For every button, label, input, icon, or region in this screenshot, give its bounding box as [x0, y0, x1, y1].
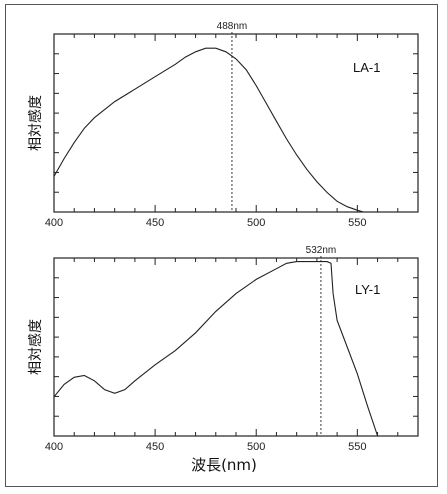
- x-tick-label: 550: [348, 441, 366, 453]
- x-tick-label: 500: [247, 217, 265, 229]
- sensitivity-curve: [53, 47, 364, 213]
- y-axis-label: 相対感度: [27, 319, 44, 375]
- tick-group: [53, 257, 419, 437]
- x-tick-label: 450: [146, 217, 164, 229]
- figure-frame: [5, 4, 438, 487]
- x-tick-label: 400: [45, 217, 63, 229]
- y-axis-label: 相対感度: [27, 95, 44, 151]
- tick-group: [53, 33, 419, 213]
- chart-panel-ly1: 相対感度 LY-1 400 450 500 550 532nm 波長(nm): [27, 245, 419, 474]
- series-name-label: LA-1: [353, 60, 380, 75]
- x-axis-label: 波長(nm): [191, 456, 257, 474]
- wavelength-marker-label: 532nm: [306, 245, 337, 256]
- wavelength-marker-label: 488nm: [217, 21, 248, 32]
- sensitivity-curve: [53, 261, 379, 437]
- x-tick-label: 500: [247, 441, 265, 453]
- x-tick-label: 400: [45, 441, 63, 453]
- x-tick-label: 450: [146, 441, 164, 453]
- x-tick-label: 550: [348, 217, 366, 229]
- x-tick-labels: 400 450 500 550: [45, 217, 367, 229]
- series-name-label: LY-1: [355, 282, 380, 297]
- chart-panel-la1: 相対感度 LA-1 400 450 500 550 488nm: [27, 21, 419, 229]
- x-tick-labels: 400 450 500 550: [45, 441, 367, 453]
